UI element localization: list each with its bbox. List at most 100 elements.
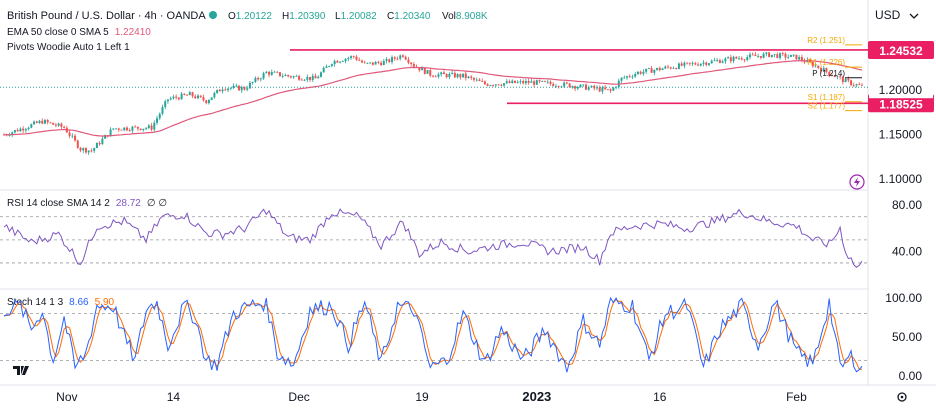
candle-body <box>631 76 634 78</box>
candle-body <box>492 85 495 86</box>
candle-body <box>98 142 101 145</box>
candle-body <box>773 54 776 55</box>
candle-body <box>197 95 200 99</box>
close-value: 1.20340 <box>394 11 431 22</box>
candle-body <box>52 122 55 125</box>
candle-body <box>237 85 240 91</box>
candle-body <box>511 80 514 83</box>
candle-body <box>513 80 516 83</box>
candle-body <box>533 81 536 85</box>
candle-body <box>117 128 120 130</box>
candle-body <box>41 120 44 124</box>
candle-body <box>544 80 547 82</box>
candle-body <box>95 142 98 149</box>
rsi-legend[interactable]: RSI 14 close SMA 14 2 28.72 ∅ ∅ <box>7 198 167 209</box>
ema-legend[interactable]: EMA 50 close 0 SMA 5 1.22410 <box>7 27 151 38</box>
candle-body <box>554 86 557 87</box>
candle-body <box>464 73 467 78</box>
candle-body <box>371 62 374 65</box>
pivot-label: S1 (1.187) <box>808 93 846 102</box>
candle-body <box>811 61 814 67</box>
pivots-legend[interactable]: Pivots Woodie Auto 1 Left 1 <box>7 42 130 53</box>
settings-gear-icon[interactable] <box>897 392 907 402</box>
pivots-group: R2 (1.251) R1 (1.226) P (1.214) S1 (1.187)S… <box>807 36 862 112</box>
candle-body <box>131 126 134 131</box>
open-key: O <box>228 11 236 22</box>
candle-body <box>560 86 563 88</box>
candle-body <box>248 82 251 89</box>
high-value: 1.20390 <box>289 11 326 22</box>
candle-body <box>358 59 361 61</box>
candle-body <box>328 65 331 67</box>
candle-body <box>639 71 642 74</box>
candle-body <box>134 126 137 128</box>
candle-body <box>93 148 96 151</box>
candle-body <box>177 97 180 100</box>
candle-body <box>459 74 462 78</box>
candle-body <box>675 68 678 69</box>
candle-body <box>194 96 197 99</box>
candle-body <box>710 60 713 64</box>
candle-body <box>84 148 87 153</box>
symbol-title[interactable]: British Pound / U.S. Dollar · 4h · OANDA <box>7 10 206 22</box>
candle-body <box>779 53 782 58</box>
level-price-tag <box>868 94 934 113</box>
candle-body <box>153 122 156 130</box>
candle-body <box>164 101 167 108</box>
candle-body <box>30 124 33 128</box>
candle-body <box>136 126 139 129</box>
candle-body <box>169 98 172 100</box>
close-key: C <box>387 11 394 22</box>
candle-body <box>552 83 555 87</box>
tradingview-logo[interactable] <box>13 366 29 375</box>
candle-body <box>486 84 489 86</box>
candle-body <box>762 53 765 58</box>
time-axis-label: Dec <box>288 390 309 404</box>
candle-body <box>590 85 593 88</box>
candle-body <box>246 88 249 90</box>
candle-body <box>568 83 571 88</box>
candle-body <box>776 54 779 58</box>
candle-body <box>746 57 749 60</box>
candle-body <box>721 61 724 63</box>
candle-body <box>254 77 257 82</box>
candle-body <box>770 54 773 57</box>
candle-body <box>330 64 333 66</box>
svg-text:C1.20340: C1.20340 <box>387 11 431 22</box>
candle-body <box>718 60 721 63</box>
candle-body <box>442 72 445 75</box>
candle-body <box>336 60 339 63</box>
candle-body <box>150 125 153 130</box>
candle-body <box>453 72 456 78</box>
currency-label[interactable]: USD <box>875 8 901 22</box>
time-axis-label: 16 <box>653 390 667 404</box>
candle-body <box>262 73 265 79</box>
candle-body <box>407 59 410 63</box>
time-axis-label: Nov <box>56 390 77 404</box>
candle-body <box>697 64 700 66</box>
candle-body <box>738 58 741 60</box>
candle-body <box>57 123 60 126</box>
candle-body <box>240 87 243 91</box>
candle-body <box>530 81 533 83</box>
chevron-down-icon[interactable] <box>909 13 919 19</box>
candle-body <box>125 127 128 131</box>
candle-body <box>650 68 653 73</box>
candle-body <box>90 150 93 152</box>
lightning-icon[interactable] <box>849 174 865 190</box>
stoch-legend[interactable]: Stoch 14 1 3 8.66 5.90 <box>7 297 115 308</box>
candle-body <box>76 140 79 148</box>
candle-body <box>109 129 112 137</box>
candle-body <box>278 72 281 77</box>
candle-body <box>765 52 768 54</box>
stoch-tick-label: 50.00 <box>892 330 922 344</box>
candle-body <box>462 73 465 78</box>
candle-body <box>24 129 27 131</box>
candle-body <box>713 60 716 62</box>
candle-body <box>817 65 820 69</box>
candle-body <box>645 68 648 72</box>
candle-body <box>669 67 672 69</box>
candle-body <box>281 75 284 77</box>
candle-body <box>478 79 481 82</box>
candle-body <box>11 132 14 136</box>
